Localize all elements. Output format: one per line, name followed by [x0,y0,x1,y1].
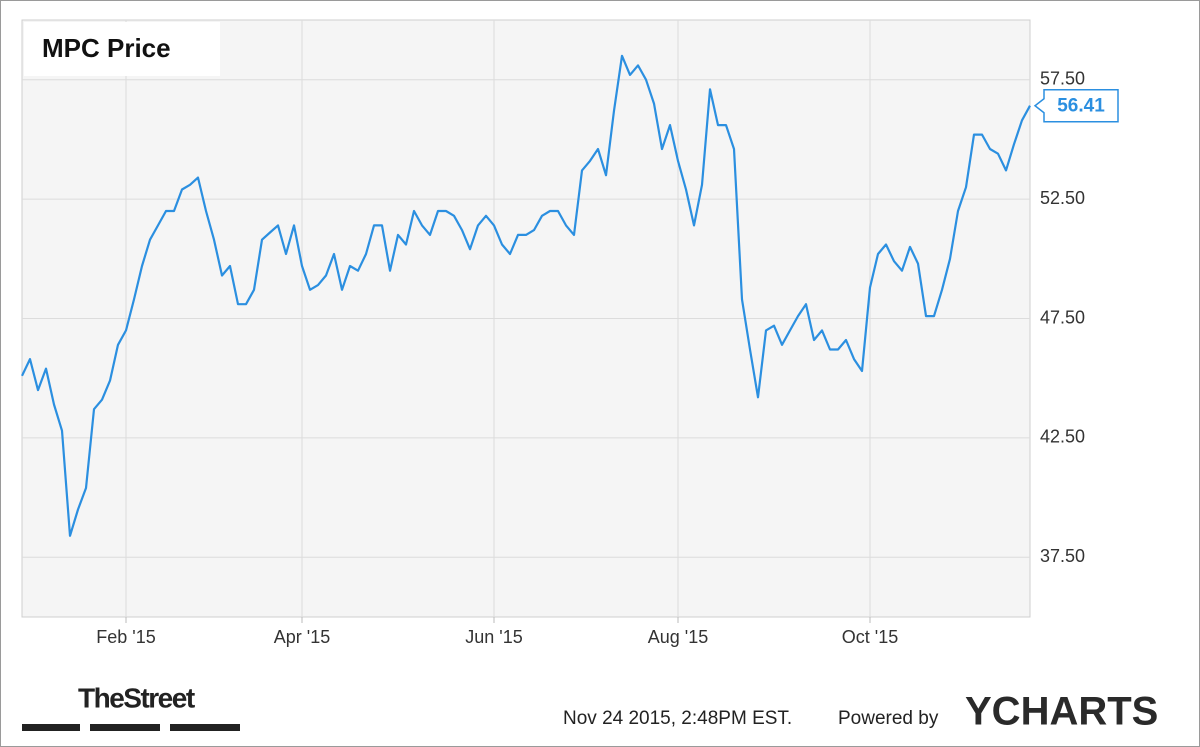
x-tick-label: Aug '15 [648,627,709,647]
chart-title: MPC Price [42,33,171,63]
x-tick-label: Jun '15 [465,627,522,647]
price-line [21,54,1031,537]
powered-by: Powered by [838,708,939,729]
last-value-label: 56.41 [1057,96,1105,117]
y-tick-label: 37.50 [1040,546,1085,566]
title-box [24,22,220,76]
logo-bar [22,724,80,731]
value-flag [1033,88,1119,123]
x-tick-label: Feb '15 [96,627,155,647]
logo-bar [170,724,240,731]
y-tick-label: 42.50 [1040,427,1085,447]
x-tick-label: Oct '15 [842,627,898,647]
timestamp: Nov 24 2015, 2:48PM EST. [563,708,792,729]
x-tick-label: Apr '15 [274,627,330,647]
y-tick-label: 52.50 [1040,188,1085,208]
y-tick-label: 57.50 [1040,68,1085,88]
logo-bar [90,724,160,731]
grid [22,20,1030,617]
y-tick-label: 47.50 [1040,307,1085,327]
partner-logo: TheStreet [78,682,195,713]
brand-logo: YCHARTS [965,690,1158,734]
marks [21,54,1031,537]
